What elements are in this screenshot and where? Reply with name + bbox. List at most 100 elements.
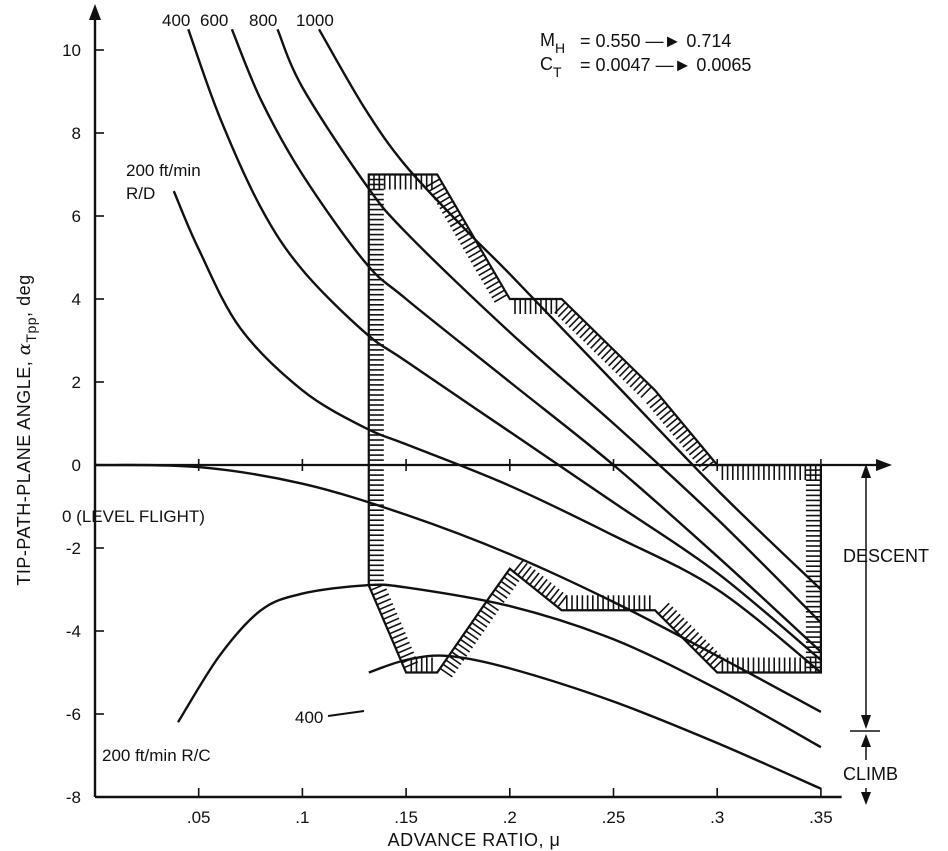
parameter-annotation: MH = 0.550 —► 0.714 CT = 0.0047 —► 0.006… <box>540 30 751 80</box>
boundary-hatch <box>434 191 448 201</box>
boundary-hatch <box>675 428 689 440</box>
boundary-hatch <box>454 646 468 657</box>
descent-label: DESCENT <box>843 546 929 566</box>
boundary-hatch <box>537 578 548 592</box>
y-tick-label: -6 <box>66 705 81 724</box>
y-tick-label: 6 <box>72 207 81 226</box>
boundary-hatch <box>465 630 479 641</box>
curve-group <box>95 28 822 790</box>
boundary-hatch <box>441 204 456 214</box>
boundary-hatch <box>656 405 669 417</box>
boundary-hatch <box>491 592 505 604</box>
boundary-hatch <box>604 351 617 363</box>
boundary-hatch <box>486 280 500 290</box>
curve-label-rd-line2: R/D <box>126 184 155 203</box>
boundary-hatch <box>622 368 634 381</box>
boundary-hatch <box>479 609 494 620</box>
climb-arrow-head-down <box>861 792 871 805</box>
boundary-hatch <box>665 610 678 622</box>
boundary-hatch <box>529 572 540 586</box>
axes <box>89 4 892 799</box>
boundary-hatch <box>691 635 703 648</box>
boundary-hatch <box>640 386 652 399</box>
boundary-hatch <box>500 580 514 591</box>
boundary-hatch <box>431 187 446 197</box>
boundary-hatch <box>694 639 707 652</box>
x-tick-label: .2 <box>503 808 517 827</box>
boundary-hatch <box>483 276 498 285</box>
boundary-hatch <box>480 271 495 281</box>
boundary-hatch <box>387 622 402 630</box>
boundary-region <box>367 173 823 678</box>
boundary-hatch <box>452 222 467 232</box>
boundary-hatch <box>389 627 404 635</box>
boundary-hatch <box>618 365 631 377</box>
y-tick-label: -4 <box>66 622 81 641</box>
boundary-hatch <box>494 588 508 599</box>
boundary-hatch <box>712 657 725 670</box>
boundary-hatch <box>447 213 461 223</box>
boundary-hatch <box>460 236 474 245</box>
boundary-hatch <box>482 605 497 616</box>
boundary-hatch <box>503 576 517 587</box>
boundary-hatch <box>513 559 524 573</box>
boundary-hatch <box>665 417 679 429</box>
curve-label-rc-200: 200 ft/min R/C <box>102 746 211 765</box>
boundary-hatch <box>497 584 511 595</box>
climb-label: CLIMB <box>843 764 898 784</box>
boundary-hatch <box>374 593 390 601</box>
boundary-hatch <box>521 566 532 579</box>
boundary-hatch <box>629 375 642 388</box>
boundary-hatch <box>649 397 663 409</box>
boundary-hatch <box>608 354 620 367</box>
boundary-hatch <box>572 319 584 332</box>
x-axis-title: ADVANCE RATIO, μ <box>388 830 561 850</box>
boundary-hatch <box>473 258 487 268</box>
boundary-hatch <box>488 285 503 294</box>
x-tick-label: .15 <box>394 808 418 827</box>
y-tick-label: 10 <box>62 41 81 60</box>
boundary-hatch <box>457 231 472 241</box>
climb-arrow-head-up <box>861 734 871 747</box>
boundary-hatch <box>564 312 577 325</box>
boundary-hatch <box>688 444 702 456</box>
boundary-hatch <box>545 585 556 599</box>
series-line-1 <box>276 28 822 624</box>
boundary-hatch <box>575 323 588 335</box>
y-tick-label: 2 <box>72 373 81 392</box>
boundary-hatch <box>448 655 462 666</box>
boundary-hatch <box>554 301 566 314</box>
boundary-hatch <box>702 646 714 659</box>
boundary-hatch <box>485 601 499 612</box>
series-line-4 <box>172 190 822 674</box>
boundary-hatch <box>439 667 453 678</box>
boundary-hatch <box>561 308 573 321</box>
boundary-hatch <box>517 562 528 576</box>
boundary-hatch <box>579 326 591 339</box>
boundary-hatch <box>672 617 685 630</box>
boundary-hatch <box>442 663 456 674</box>
zero-line-arrow <box>876 459 892 471</box>
x-tick-label: .05 <box>187 808 211 827</box>
boundary-hatch <box>401 656 417 664</box>
boundary-hatch <box>370 583 385 591</box>
boundary-hatch <box>380 607 396 616</box>
curve-label-400-top: 400 <box>162 11 190 30</box>
series-line-0 <box>317 28 822 591</box>
boundary-hatch <box>395 641 410 650</box>
boundary-hatch <box>705 650 718 663</box>
y-tick-label: 4 <box>72 290 81 309</box>
boundary-hatch <box>376 598 392 606</box>
curve-label-1000-top: 1000 <box>296 11 334 30</box>
y-tick-label: -2 <box>66 539 81 558</box>
boundary-hatch <box>397 646 412 654</box>
boundary-hatch <box>695 452 708 464</box>
boundary-hatch <box>682 436 695 448</box>
boundary-outline <box>367 173 823 674</box>
boundary-hatch <box>692 448 705 460</box>
boundary-hatch <box>633 379 645 392</box>
boundary-hatch <box>468 626 482 637</box>
boundary-hatch <box>474 617 488 628</box>
y-tick-label: 8 <box>72 124 81 143</box>
